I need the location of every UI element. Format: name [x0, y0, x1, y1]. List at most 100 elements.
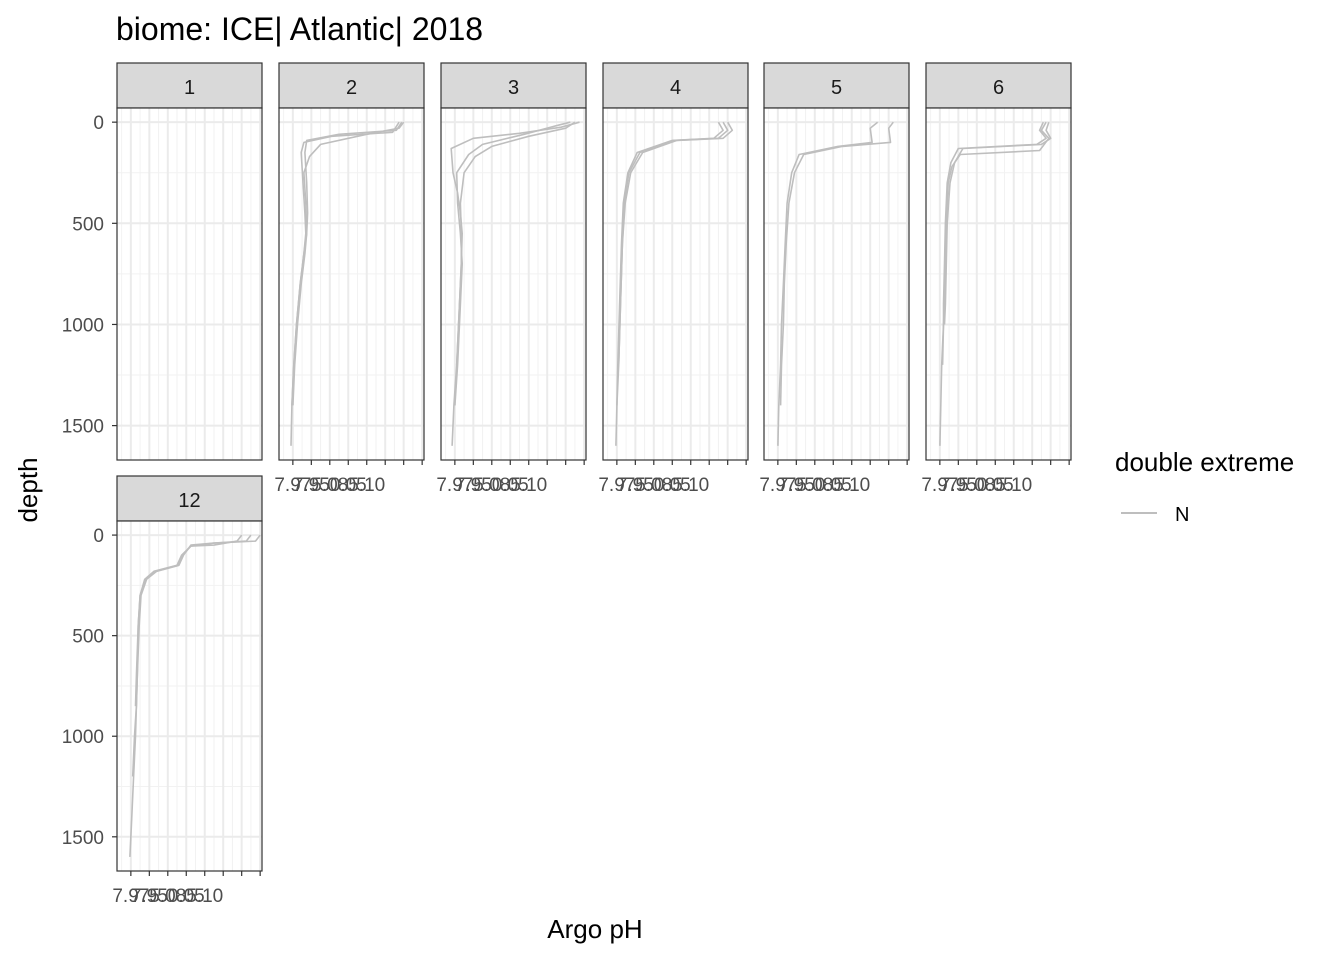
facet-strip [440, 62, 587, 109]
facet-strip-label: 5 [831, 77, 842, 99]
facet-strip [278, 62, 425, 109]
panel-background [603, 108, 748, 460]
x-tick-label: 7.97 [112, 886, 149, 907]
x-tick-label: 5.08 [796, 475, 833, 496]
series-line-2 [291, 121, 403, 406]
series-line-2 [454, 121, 571, 406]
x-axes: 7.977.955.080.055.10 7.977.955.080.055.10… [112, 460, 1070, 907]
x-tick-label: 5.08 [635, 475, 672, 496]
x-tick-label: 7.95 [778, 475, 815, 496]
y-tick-label: 0 [93, 526, 104, 547]
facet-strip-label: 2 [346, 77, 357, 99]
x-tick-label: 5.10 [833, 475, 870, 496]
series-line-2 [779, 121, 894, 406]
y-axis-row-1: 0 500 1000 1500 [62, 113, 117, 438]
series-line-3 [617, 121, 734, 365]
facet-panels: 1 2 3 4 5 612 [116, 62, 1072, 872]
x-tick-label: 7.95 [455, 475, 492, 496]
panel-border [602, 107, 749, 461]
x-axis-2: 7.977.955.080.055.10 [274, 460, 423, 496]
panel-background [117, 108, 262, 460]
panel-grid [441, 108, 586, 460]
x-tick-label: 0.05 [815, 475, 852, 496]
panel-grid [926, 108, 1071, 460]
series-line-1 [777, 121, 879, 446]
x-tick-label: 5.08 [149, 886, 186, 907]
x-tick-label: 5.10 [348, 475, 385, 496]
x-tick-label: 7.97 [598, 475, 635, 496]
facet-strip-label: 3 [508, 77, 519, 99]
facet-panel-4: 4 [602, 62, 749, 461]
x-tick-label: 5.08 [473, 475, 510, 496]
facet-strip-label: 12 [178, 490, 200, 512]
panel-border [925, 107, 1072, 461]
x-tick-label: 7.95 [940, 475, 977, 496]
panel-background [441, 108, 586, 460]
x-tick-label: 0.05 [492, 475, 529, 496]
facet-panel-12: 12 [116, 475, 263, 872]
x-tick-label: 5.08 [958, 475, 995, 496]
x-tick-label: 0.05 [330, 475, 367, 496]
facet-strip-label: 4 [670, 77, 681, 99]
series-line-3 [943, 121, 1052, 325]
series-line-3 [455, 121, 576, 365]
y-tick-label: 1000 [62, 727, 104, 748]
y-axes: 0 500 1000 1500 0 500 1000 1500 [62, 113, 117, 849]
panel-grid [117, 108, 262, 460]
facet-panel-5: 5 [763, 62, 910, 461]
facet-panel-6: 6 [925, 62, 1072, 461]
facet-strip [602, 62, 749, 109]
x-tick-label: 0.05 [654, 475, 691, 496]
series-line-3 [134, 534, 252, 707]
x-tick-label: 7.97 [274, 475, 311, 496]
panel-border [440, 107, 587, 461]
panel-border [763, 107, 910, 461]
panel-grid [764, 108, 909, 460]
facet-panel-2: 2 [278, 62, 425, 461]
x-tick-label: 0.05 [168, 886, 205, 907]
x-axis-title: Argo pH [547, 914, 642, 944]
x-tick-label: 7.95 [131, 886, 168, 907]
x-axis-5: 7.977.955.080.055.10 [759, 460, 908, 496]
legend: double extreme N [1115, 447, 1294, 526]
x-tick-label: 7.95 [293, 475, 330, 496]
facet-panel-1: 1 [116, 62, 263, 461]
chart-title: biome: ICE| Atlantic| 2018 [116, 11, 483, 47]
panel-background [926, 108, 1071, 460]
x-tick-label: 7.97 [759, 475, 796, 496]
panel-border [116, 520, 263, 872]
x-axis-12: 7.977.955.080.055.10 [112, 871, 261, 907]
panel-border [278, 107, 425, 461]
x-tick-label: 7.97 [921, 475, 958, 496]
x-axis-3: 7.977.955.080.055.10 [436, 460, 585, 496]
panel-background [279, 108, 424, 460]
panel-background [117, 521, 262, 871]
series-line-2 [941, 121, 1050, 365]
panel-background [764, 108, 909, 460]
facet-strip [116, 475, 263, 522]
x-tick-label: 5.10 [186, 886, 223, 907]
x-tick-label: 0.05 [977, 475, 1014, 496]
y-tick-label: 0 [93, 113, 104, 134]
y-tick-label: 1000 [62, 315, 104, 336]
y-axis-row-2: 0 500 1000 1500 [62, 526, 117, 849]
y-tick-label: 1500 [62, 828, 104, 849]
x-tick-label: 5.10 [995, 475, 1032, 496]
x-axis-4: 7.977.955.080.055.10 [598, 460, 747, 496]
legend-title: double extreme [1115, 447, 1294, 477]
panel-grid [117, 521, 262, 871]
panel-grid [279, 108, 424, 460]
y-tick-label: 1500 [62, 417, 104, 438]
facet-strip [763, 62, 910, 109]
facet-strip-label: 6 [993, 77, 1004, 99]
y-tick-label: 500 [72, 627, 104, 648]
y-axis-title: depth [13, 457, 43, 522]
x-tick-label: 5.08 [311, 475, 348, 496]
x-tick-label: 5.10 [510, 475, 547, 496]
x-tick-label: 7.95 [617, 475, 654, 496]
facet-strip-label: 1 [184, 77, 195, 99]
panel-border [116, 107, 263, 461]
y-tick-label: 500 [72, 214, 104, 235]
x-axis-6: 7.977.955.080.055.10 [921, 460, 1070, 496]
